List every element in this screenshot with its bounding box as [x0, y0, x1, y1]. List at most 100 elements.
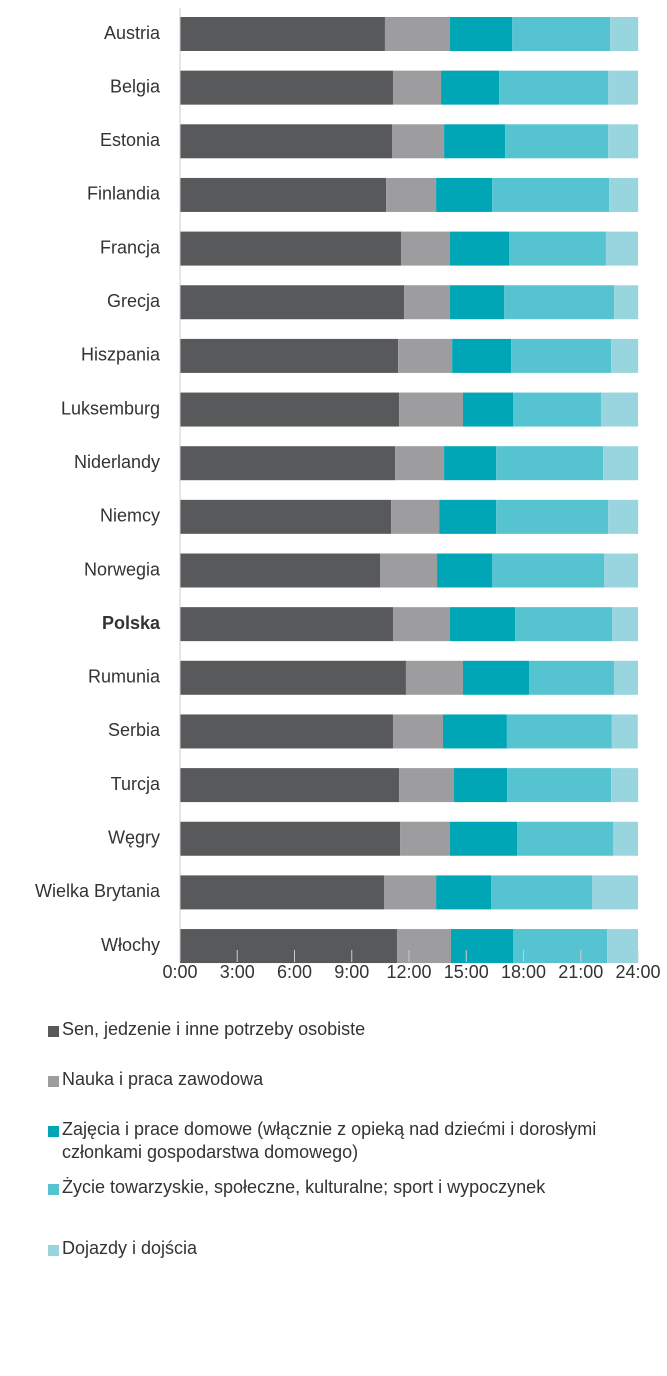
bar-segment: [506, 714, 612, 749]
y-tick-label: Grecja: [107, 291, 161, 311]
bar-segment: [513, 392, 601, 427]
bar-segment: [613, 821, 638, 856]
bar-segment: [436, 875, 492, 910]
y-tick-label: Włochy: [101, 935, 160, 955]
bar-segment: [400, 231, 451, 266]
bar-segment: [437, 553, 493, 588]
bar-segment: [400, 821, 451, 856]
legend-label: Zajęcia i prace domowe (włącznie z opiek…: [62, 1119, 597, 1162]
y-tick-label: Turcja: [111, 774, 161, 794]
bar-segment: [180, 553, 380, 588]
bar-segment: [512, 17, 611, 51]
bar-segment: [180, 177, 387, 212]
x-tick-label: 6:00: [277, 962, 312, 982]
legend-label: Nauka i praca zawodowa: [62, 1069, 264, 1089]
x-tick-label: 0:00: [162, 962, 197, 982]
legend-swatch: [48, 1126, 59, 1137]
x-tick-label: 15:00: [444, 962, 489, 982]
y-tick-label: Estonia: [100, 130, 161, 150]
bar-segment: [603, 446, 639, 481]
bar-segment: [441, 70, 500, 105]
y-tick-label: Francja: [100, 237, 161, 257]
bar-segment: [517, 821, 614, 856]
bar-segment: [513, 929, 608, 964]
bar-segment: [392, 607, 451, 642]
bar-segment: [611, 768, 639, 803]
bar-segment: [444, 446, 497, 481]
bar-segment: [496, 446, 604, 481]
y-tick-label: Serbia: [108, 720, 161, 740]
bar-segment: [444, 124, 506, 159]
bar-segment: [612, 607, 638, 642]
bar-segment: [499, 70, 609, 105]
bar-segment: [180, 17, 385, 51]
x-tick-label: 24:00: [615, 962, 660, 982]
y-tick-label: Belgia: [110, 76, 161, 96]
bar-segment: [508, 231, 606, 266]
bar-segment: [611, 338, 639, 373]
y-tick-label: Luksemburg: [61, 398, 160, 418]
y-tick-label: Finlandia: [87, 184, 161, 204]
bar-segment: [492, 553, 605, 588]
bar-segment: [180, 768, 400, 803]
x-tick-label: 21:00: [558, 962, 603, 982]
bar-segment: [454, 768, 508, 803]
legend-item: Dojazdy i dojścia: [48, 1237, 607, 1260]
bar-segment: [515, 607, 613, 642]
legend-item: Zajęcia i prace domowe (włącznie z opiek…: [48, 1118, 607, 1164]
bar-segment: [492, 177, 610, 212]
bar-segment: [504, 285, 615, 320]
bar-segment: [439, 499, 497, 534]
bar-segment: [442, 714, 507, 749]
bar-segment: [592, 875, 638, 910]
bar-segment: [496, 499, 609, 534]
legend-label: Dojazdy i dojścia: [62, 1238, 198, 1258]
y-tick-label: Wielka Brytania: [35, 881, 161, 901]
bar-segment: [604, 553, 638, 588]
bar-segment: [392, 70, 442, 105]
bar-segment: [507, 768, 612, 803]
bar-segment: [491, 875, 593, 910]
bar-segment: [609, 177, 639, 212]
bar-segment: [398, 338, 453, 373]
bar-segment: [180, 821, 401, 856]
bar-segment: [399, 392, 464, 427]
legend: Sen, jedzenie i inne potrzeby osobiste Na…: [48, 1018, 663, 1260]
chart: Austria Belgia Estonia Finlandia Francja Grec…: [35, 8, 661, 982]
x-tick-label: 3:00: [220, 962, 255, 982]
y-tick-label: Rumunia: [88, 667, 161, 687]
bar-segment: [404, 285, 451, 320]
bar-segment: [463, 660, 530, 695]
bar-segment: [180, 338, 399, 373]
y-tick-label: Norwegia: [84, 559, 161, 579]
bar-segment: [450, 929, 514, 964]
x-tick-label: 18:00: [501, 962, 546, 982]
bar-segment: [608, 70, 638, 105]
y-tick-label: Węgry: [108, 828, 160, 848]
bar-segment: [391, 499, 440, 534]
bar-segment: [396, 929, 451, 964]
bar-segment: [463, 392, 514, 427]
y-tick-label: Hiszpania: [81, 345, 161, 365]
legend-swatch: [48, 1245, 59, 1256]
bar-segment: [180, 124, 393, 159]
bar-segment: [180, 285, 405, 320]
y-tick-label: Niderlandy: [74, 452, 160, 472]
bar-segment: [605, 231, 638, 266]
bar-segment: [450, 231, 509, 266]
bar-segment: [600, 392, 638, 427]
y-tick-label: Polska: [102, 613, 161, 633]
legend-label: Sen, jedzenie i inne potrzeby osobiste: [62, 1019, 366, 1039]
legend-item: Nauka i praca zawodowa: [48, 1068, 607, 1091]
bar-segment: [180, 929, 397, 964]
bar-segment: [384, 17, 451, 51]
bar-segment: [180, 660, 406, 695]
bar-segment: [607, 929, 638, 964]
legend-swatch: [48, 1026, 59, 1037]
bar-segment: [384, 875, 437, 910]
bar-segment: [436, 177, 493, 212]
bar-segment: [386, 177, 437, 212]
bar-segment: [392, 124, 445, 159]
bar-segment: [450, 285, 505, 320]
bar-segment: [511, 338, 612, 373]
